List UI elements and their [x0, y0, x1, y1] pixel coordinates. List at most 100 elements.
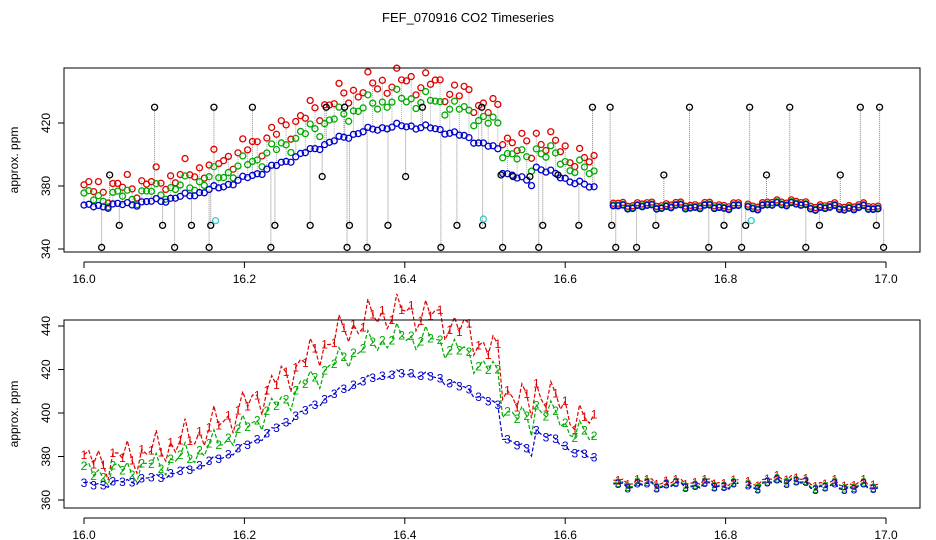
top-series-1-point	[383, 89, 391, 97]
bottom-series-3-marker: 3	[673, 476, 680, 490]
top-series-1-point	[431, 76, 439, 84]
top-extreme-point	[437, 243, 445, 252]
top-series-1-point	[287, 135, 295, 143]
bottom-series-2-marker: 2	[653, 480, 660, 494]
bottom-series-3-marker: 3	[225, 447, 232, 461]
top-extreme-point	[836, 171, 844, 179]
bottom-series-2-marker: 2	[754, 481, 761, 495]
top-series-3-point	[782, 202, 791, 210]
top-extreme-point	[115, 221, 123, 230]
bottom-series-3-marker: 3	[177, 464, 184, 478]
bottom-series-1-marker: 1	[783, 473, 790, 487]
top-extreme-point	[872, 221, 881, 230]
bottom-series-1-marker: 1	[711, 477, 718, 491]
bottom-series-2-marker: 2	[235, 422, 242, 436]
bottom-series-1-marker: 1	[745, 475, 752, 489]
bottom-series-2-marker: 2	[110, 458, 117, 472]
bottom-series-1-marker: 1	[571, 423, 578, 437]
top-series-3-point	[797, 201, 805, 209]
top-series-2-point	[575, 156, 584, 164]
bottom-series-1-marker: 1	[562, 394, 569, 408]
top-series-3-point	[388, 123, 396, 131]
top-series-3-point	[311, 144, 319, 153]
top-series-3-point	[282, 157, 290, 166]
top-series-3-point	[157, 197, 165, 206]
bottom-series-3-marker: 3	[331, 387, 338, 401]
bottom-series-1-marker: 1	[860, 473, 867, 487]
bottom-series-2-marker: 2	[244, 420, 251, 434]
top-series-3-point	[349, 130, 358, 139]
top-series-3-point	[859, 201, 868, 210]
top-series-1-point	[503, 134, 512, 142]
top-series-1-point	[114, 179, 122, 188]
top-extreme-point	[306, 221, 314, 230]
top-series-1-point	[138, 177, 146, 185]
top-series-3-point	[749, 205, 757, 213]
bottom-series-3-marker: 3	[624, 481, 631, 495]
top-extreme-point	[879, 243, 888, 252]
top-series-1-point	[345, 99, 353, 107]
top-series-3-point	[821, 204, 829, 213]
top-y-axis-label: approx. ppm	[7, 127, 21, 194]
top-series-2-point	[571, 168, 579, 177]
top-series-1-point	[191, 173, 199, 181]
bottom-series-3-marker: 3	[321, 392, 328, 406]
top-series-3-point	[864, 205, 873, 213]
bottom-series-2-marker: 2	[851, 481, 858, 495]
top-series-3-point	[345, 134, 353, 142]
top-y-axis: 340 380 420	[39, 113, 65, 259]
top-series-1-point	[508, 139, 516, 147]
top-series-1-point	[210, 145, 218, 153]
top-series-2-point	[253, 156, 261, 164]
bottom-series-1-marker: 1	[634, 473, 641, 487]
top-series-1-point	[94, 177, 103, 186]
bottom-series-2-marker: 2	[215, 438, 222, 452]
top-series-2-point	[378, 98, 386, 106]
top-series-1-point	[99, 188, 107, 196]
bottom-series-2-marker: 2	[721, 479, 728, 493]
bottom-series-3-marker: 3	[783, 477, 790, 491]
bottom-series-2-marker: 2	[90, 469, 97, 483]
bottom-series-2-marker: 2	[533, 398, 540, 412]
top-extreme-point	[497, 171, 505, 179]
top-series-1-point	[575, 144, 584, 153]
top-series-2-point	[301, 130, 310, 138]
bottom-series-1-line	[747, 474, 879, 487]
top-series-1-point	[542, 146, 550, 155]
top-series-2-point	[436, 98, 444, 106]
bottom-series-2-marker: 2	[624, 480, 631, 494]
top-series-1-point	[301, 114, 310, 122]
top-extreme-point	[875, 103, 884, 111]
bottom-series-3-marker: 3	[653, 481, 660, 495]
top-series-1-point	[441, 97, 449, 106]
bottom-series-1-marker: 1	[225, 409, 232, 423]
bottom-series-1-marker: 1	[721, 477, 728, 491]
bottom-series-3-marker: 3	[615, 477, 622, 491]
bottom-series-1-marker: 1	[446, 323, 453, 337]
top-series-2-point	[417, 99, 425, 107]
top-series-1-point	[229, 165, 237, 173]
top-series-3-point	[619, 201, 627, 209]
top-series-2-point	[248, 157, 257, 166]
top-series-1-point	[494, 100, 502, 109]
bottom-x-tick-label: 17.0	[874, 528, 898, 540]
top-series-3-point	[590, 183, 598, 191]
bottom-series-3-marker: 3	[417, 369, 424, 383]
top-series-3-point	[296, 149, 305, 158]
top-series-3-point	[412, 125, 420, 133]
top-y-tick-label: 420	[39, 113, 53, 133]
top-series-2-point	[580, 163, 589, 171]
top-extreme-point	[535, 243, 543, 252]
top-series-3-point	[446, 129, 454, 137]
bottom-series-1-marker: 1	[456, 325, 463, 339]
top-series-3-point	[287, 158, 295, 166]
bottom-series-1-marker: 1	[730, 473, 737, 487]
top-series-1-point	[195, 164, 204, 172]
bottom-series-1-marker: 1	[663, 474, 670, 488]
top-series-1-point	[407, 72, 415, 81]
top-x-tick-label: 16.8	[714, 272, 738, 286]
bottom-series-2-line	[613, 480, 739, 489]
top-marks-layer	[80, 64, 888, 252]
top-series-1-point	[566, 159, 574, 167]
top-series-2-point	[446, 105, 454, 113]
